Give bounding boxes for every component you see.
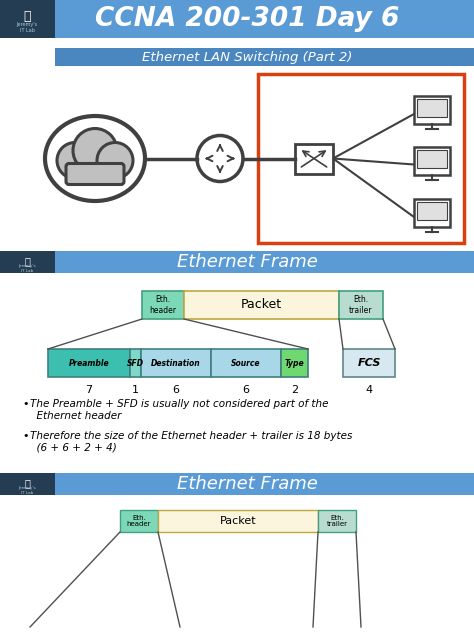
Text: Type: Type (285, 358, 304, 367)
Bar (417, 99, 447, 117)
Bar (343, 349, 395, 377)
Text: Packet: Packet (219, 516, 256, 526)
Text: •: • (22, 399, 28, 409)
Circle shape (97, 142, 133, 178)
Text: Preamble: Preamble (69, 358, 109, 367)
Bar (295, 143, 333, 174)
Bar (0, 495, 474, 632)
Text: 2: 2 (291, 385, 298, 395)
Bar (0, 473, 55, 495)
Text: Eth.
trailer: Eth. trailer (349, 295, 373, 315)
Bar (417, 202, 447, 220)
Text: Eth.
header: Eth. header (127, 514, 151, 528)
Text: Packet: Packet (241, 298, 282, 312)
Text: Ethernet Frame: Ethernet Frame (176, 253, 318, 271)
Bar (417, 150, 447, 167)
Text: 🌐: 🌐 (23, 10, 31, 23)
Bar (130, 349, 141, 377)
Text: 🌐: 🌐 (24, 256, 30, 266)
Bar (142, 291, 184, 319)
Text: 6: 6 (173, 385, 180, 395)
Text: Destination: Destination (151, 358, 201, 367)
Text: The Preamble + SFD is usually not considered part of the
  Ethernet header: The Preamble + SFD is usually not consid… (30, 399, 328, 421)
Bar (158, 510, 318, 532)
Text: Ethernet LAN Switching (Part 2): Ethernet LAN Switching (Part 2) (142, 51, 352, 63)
Bar (184, 291, 339, 319)
Text: Jeremy's
IT Lab: Jeremy's IT Lab (18, 486, 36, 495)
Bar (48, 349, 130, 377)
Text: 7: 7 (85, 385, 92, 395)
Bar (0, 66, 474, 251)
Text: Ethernet Frame: Ethernet Frame (176, 475, 318, 493)
Text: 4: 4 (365, 385, 373, 395)
Text: •: • (22, 431, 28, 441)
Text: Jeremy's
IT Lab: Jeremy's IT Lab (17, 22, 37, 33)
Bar (318, 510, 356, 532)
FancyBboxPatch shape (66, 164, 124, 185)
Text: CCNA 200-301 Day 6: CCNA 200-301 Day 6 (95, 6, 399, 32)
Circle shape (197, 135, 243, 181)
Bar (211, 349, 281, 377)
Bar (141, 349, 211, 377)
Text: Eth.
trailer: Eth. trailer (327, 514, 347, 528)
Text: FCS: FCS (357, 358, 381, 368)
Bar (258, 74, 464, 243)
Bar (339, 291, 383, 319)
Bar (55, 48, 474, 66)
Bar (55, 0, 474, 38)
Bar (281, 349, 308, 377)
Text: Source: Source (231, 358, 261, 367)
Text: 1: 1 (132, 385, 139, 395)
Text: Eth.
header: Eth. header (149, 295, 176, 315)
Bar (0, 273, 474, 473)
Bar (55, 473, 474, 495)
Bar (0, 0, 55, 38)
Bar (55, 251, 474, 273)
Text: Therefore the size of the Ethernet header + trailer is 18 bytes
  (6 + 6 + 2 + 4: Therefore the size of the Ethernet heade… (30, 431, 352, 453)
Text: SFD: SFD (127, 358, 144, 367)
Ellipse shape (45, 116, 145, 201)
Text: Jeremy's
IT Lab: Jeremy's IT Lab (18, 264, 36, 272)
Circle shape (57, 142, 93, 178)
Bar (0, 38, 474, 48)
Bar (414, 199, 450, 227)
Bar (120, 510, 158, 532)
Bar (414, 96, 450, 124)
Text: 🌐: 🌐 (24, 478, 30, 488)
Bar (0, 251, 55, 273)
Text: 6: 6 (243, 385, 249, 395)
Bar (414, 147, 450, 174)
Circle shape (73, 128, 117, 173)
